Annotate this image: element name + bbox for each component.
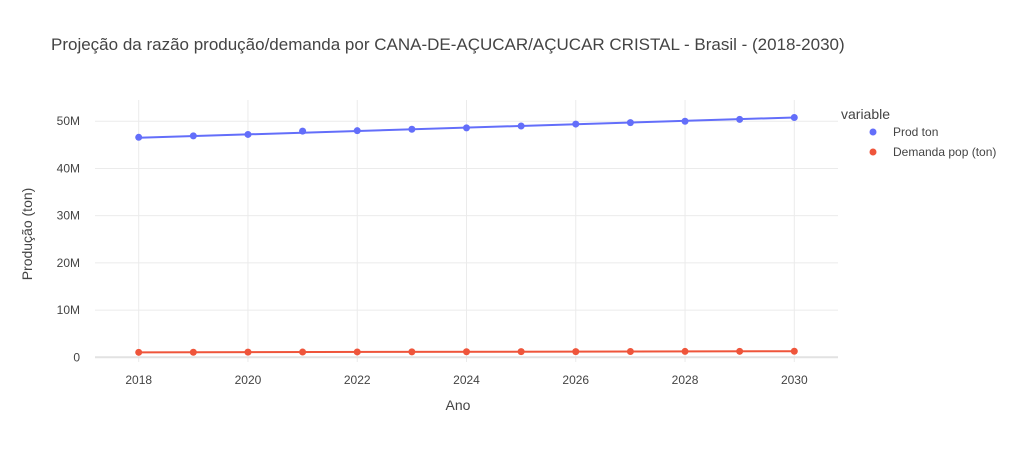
data-point: [626, 348, 634, 356]
x-axis-title: Ano: [446, 397, 471, 413]
legend-label: Demanda pop (ton): [893, 145, 996, 159]
data-point: [244, 130, 252, 138]
data-point: [681, 347, 689, 355]
data-point: [626, 119, 634, 127]
data-point: [408, 348, 416, 356]
legend-marker: [869, 128, 877, 136]
data-point: [135, 348, 143, 356]
data-point: [790, 347, 798, 355]
data-point: [408, 125, 416, 133]
data-point: [463, 124, 470, 132]
y-tick-label: 30M: [57, 209, 80, 223]
x-tick-label: 2022: [344, 373, 371, 387]
x-axis-ticks: 2018 2020 2022 2024 2026 2028 2030: [125, 373, 808, 387]
data-point: [189, 348, 197, 356]
y-tick-label: 50M: [57, 114, 80, 128]
data-point: [353, 348, 361, 356]
y-tick-label: 0: [73, 350, 80, 364]
y-tick-label: 20M: [57, 256, 80, 270]
data-point: [790, 113, 798, 121]
data-point: [299, 348, 307, 356]
data-point: [244, 348, 252, 356]
data-point: [299, 127, 307, 135]
y-axis-title: Produção (ton): [19, 188, 35, 281]
y-axis-ticks: 0 10M 20M 30M 40M 50M: [57, 114, 81, 364]
y-tick-label: 10M: [57, 303, 80, 317]
x-tick-label: 2026: [562, 373, 589, 387]
data-point: [681, 117, 689, 125]
data-point: [135, 133, 143, 141]
x-tick-label: 2028: [672, 373, 699, 387]
legend-marker: [869, 148, 877, 156]
data-point: [517, 348, 525, 356]
x-tick-label: 2018: [125, 373, 152, 387]
data-point: [736, 115, 744, 123]
data-point: [572, 120, 580, 128]
legend-title: variable: [841, 106, 890, 122]
x-tick-label: 2030: [781, 373, 808, 387]
data-point: [189, 132, 197, 140]
data-point: [517, 122, 525, 130]
y-tick-label: 40M: [57, 161, 80, 175]
plot-area: [135, 113, 798, 356]
legend: variable Prod ton Demanda pop (ton): [841, 106, 996, 159]
data-point: [353, 127, 361, 135]
chart-title: Projeção da razão produção/demanda por C…: [51, 35, 845, 54]
legend-label: Prod ton: [893, 125, 938, 139]
grid: [95, 100, 838, 362]
data-point: [572, 348, 580, 356]
data-point: [736, 347, 744, 355]
x-tick-label: 2024: [453, 373, 480, 387]
data-point: [463, 348, 470, 356]
x-tick-label: 2020: [235, 373, 262, 387]
